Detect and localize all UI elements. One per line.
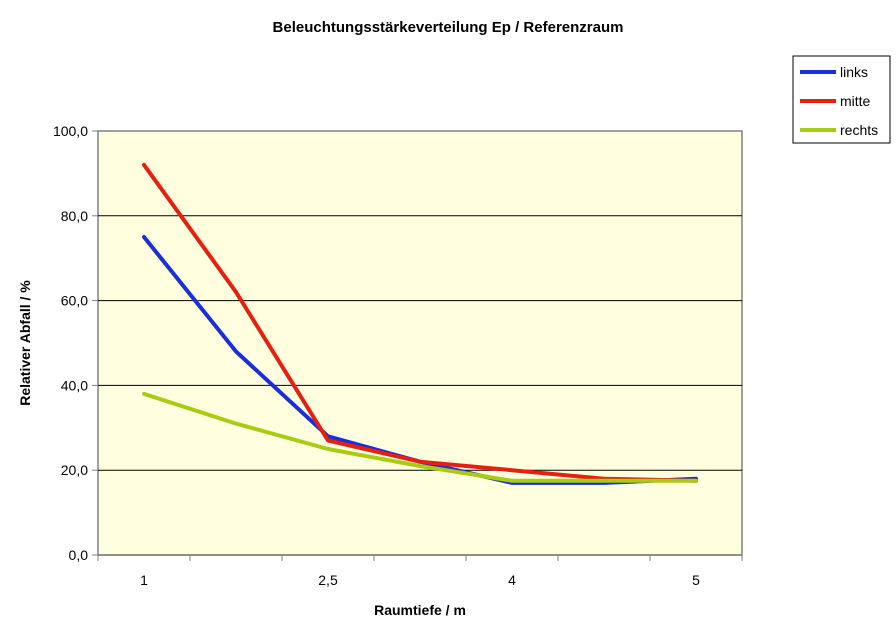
x-tick-label: 1 xyxy=(140,572,148,588)
x-tick-label: 5 xyxy=(692,572,700,588)
x-tick-label: 4 xyxy=(508,572,516,588)
y-tick-label: 60,0 xyxy=(61,293,88,309)
y-tick-label: 0,0 xyxy=(69,547,89,563)
legend-label-links: links xyxy=(840,64,868,80)
x-axis-title: Raumtiefe / m xyxy=(374,602,466,618)
y-tick-label: 100,0 xyxy=(53,123,88,139)
y-tick-label: 40,0 xyxy=(61,377,88,393)
plot-area xyxy=(97,130,743,556)
y-tick-label: 80,0 xyxy=(61,208,88,224)
series-line-mitte xyxy=(142,162,698,483)
y-axis-title: Relativer Abfall / % xyxy=(17,280,33,406)
y-axis-ticks: 0,0 20,0 40,0 60,0 80,0 100,0 xyxy=(53,123,98,563)
legend-label-mitte: mitte xyxy=(840,93,871,109)
series-lines xyxy=(142,162,698,485)
legend-items: links mitte rechts xyxy=(800,64,878,138)
y-tick-label: 20,0 xyxy=(61,462,88,478)
grid-lines xyxy=(98,215,742,471)
x-tick-label: 2,5 xyxy=(318,572,338,588)
x-axis-ticks: 1 2,5 4 5 xyxy=(97,554,743,588)
legend-label-rechts: rechts xyxy=(840,122,878,138)
chart-title: Beleuchtungsstärkeverteilung Ep / Refere… xyxy=(273,19,624,36)
series-line-rechts xyxy=(142,391,698,483)
legend: links mitte rechts xyxy=(792,55,891,144)
